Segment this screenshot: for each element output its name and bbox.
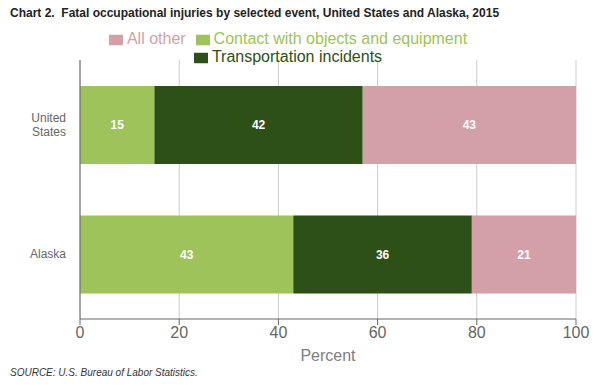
html-text:Chart 2. Fatal occupational in: Chart 2. Fatal occupational injuries by … — [10, 6, 500, 20]
svg-text:60: 60 — [369, 324, 387, 341]
html-text:SOURCE: U.S. Bureau of Labor S: SOURCE: U.S. Bureau of Labor Statistics. — [10, 367, 198, 378]
html-text:Contact with objects and equip: Contact with objects and equipment — [213, 30, 468, 47]
svg-text:Alaska: Alaska — [30, 247, 66, 261]
svg-text:43: 43 — [463, 118, 477, 132]
svg-text:UnitedStates: UnitedStates — [31, 111, 66, 139]
svg-text:36: 36 — [376, 248, 390, 262]
svg-text:0: 0 — [76, 324, 85, 341]
svg-text:42: 42 — [252, 118, 266, 132]
html-text:Transportation incidents: Transportation incidents — [211, 48, 383, 65]
html-text:All other: All other — [126, 30, 186, 47]
svg-text:Percent: Percent — [300, 347, 356, 364]
svg-text:43: 43 — [180, 248, 194, 262]
svg-text:20: 20 — [170, 324, 188, 341]
svg-text:80: 80 — [468, 324, 486, 341]
svg-text:100: 100 — [563, 324, 590, 341]
svg-text:21: 21 — [517, 248, 531, 262]
svg-text:15: 15 — [111, 118, 125, 132]
svg-text:40: 40 — [270, 324, 288, 341]
